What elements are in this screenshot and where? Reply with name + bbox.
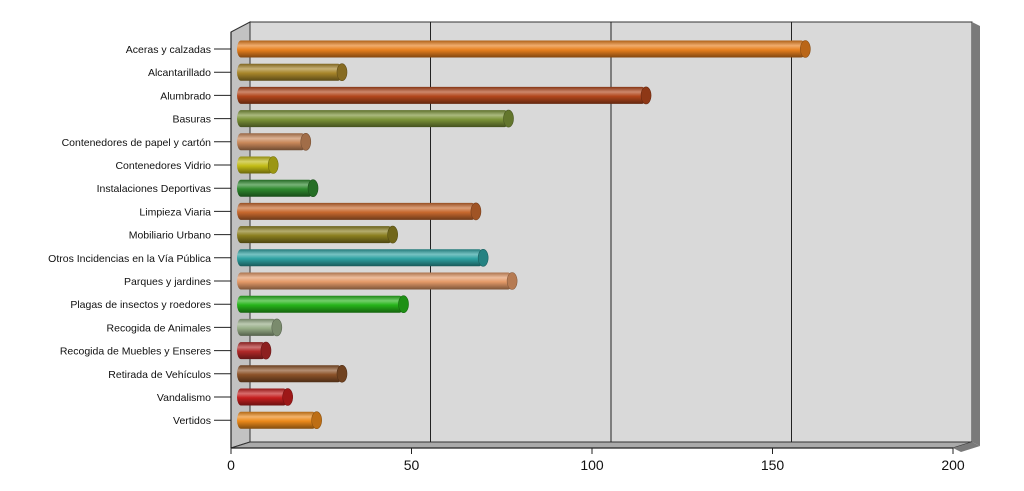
bar <box>237 156 274 174</box>
bar <box>237 272 513 290</box>
category-label: Contenedores de papel y cartón <box>62 137 212 149</box>
bar-end-cap <box>260 341 272 360</box>
bar <box>237 388 288 406</box>
bar-end-cap <box>336 364 348 383</box>
x-tick-label: 0 <box>227 457 235 473</box>
plot-bottom-shadow <box>953 442 980 452</box>
bar-end-cap <box>503 109 514 128</box>
plot-right-shadow <box>972 22 980 446</box>
category-label: Otros Incidencias en la Vía Pública <box>48 253 211 265</box>
bar <box>237 40 806 58</box>
bar-end-cap <box>267 156 279 174</box>
bar-end-cap <box>307 179 319 197</box>
category-label: Alumbrado <box>160 90 211 102</box>
category-label: Plagas de insectos y roedores <box>70 299 211 311</box>
bar <box>237 179 314 197</box>
category-label: Vertidos <box>173 415 211 427</box>
bar <box>237 226 393 244</box>
category-label: Recogida de Muebles y Enseres <box>60 346 211 358</box>
bar-end-cap <box>387 225 398 244</box>
category-label: Basuras <box>172 114 211 126</box>
bar-end-cap <box>300 133 312 151</box>
plot-floor <box>230 441 973 449</box>
category-label: Parques y jardines <box>124 276 211 288</box>
bar <box>237 86 647 104</box>
bar <box>237 295 404 313</box>
x-tick-label: 150 <box>761 457 785 473</box>
category-label: Limpieza Viaria <box>139 206 211 218</box>
bar-end-cap <box>506 272 518 290</box>
category-label: Mobiliario Urbano <box>129 230 211 242</box>
x-tick-label: 50 <box>404 457 420 473</box>
bar <box>237 63 342 81</box>
bar <box>237 202 476 220</box>
bar <box>237 133 306 151</box>
bar <box>237 365 342 383</box>
bar-end-cap <box>311 411 322 430</box>
bar <box>237 249 484 267</box>
bar <box>237 342 266 360</box>
bar <box>237 318 277 336</box>
category-label: Contenedores Vidrio <box>115 160 211 172</box>
bar-end-cap <box>640 86 652 105</box>
bar-end-cap <box>477 248 489 267</box>
bar-end-cap <box>336 63 348 81</box>
category-label: Aceras y calzadas <box>126 44 211 56</box>
bar-end-cap <box>271 318 283 337</box>
category-label: Instalaciones Deportivas <box>97 183 211 195</box>
bar <box>237 411 317 429</box>
bar-end-cap <box>470 202 482 221</box>
category-label: Alcantarillado <box>148 67 211 79</box>
bar-end-cap <box>800 40 811 58</box>
bar <box>237 110 509 128</box>
x-tick-label: 200 <box>941 457 965 473</box>
bar-end-cap <box>398 295 409 314</box>
category-label: Vandalismo <box>157 392 211 404</box>
bar-end-cap <box>282 388 293 406</box>
x-tick-label: 100 <box>580 457 604 473</box>
category-label: Retirada de Vehículos <box>108 369 211 381</box>
category-label: Recogida de Animales <box>107 322 211 334</box>
